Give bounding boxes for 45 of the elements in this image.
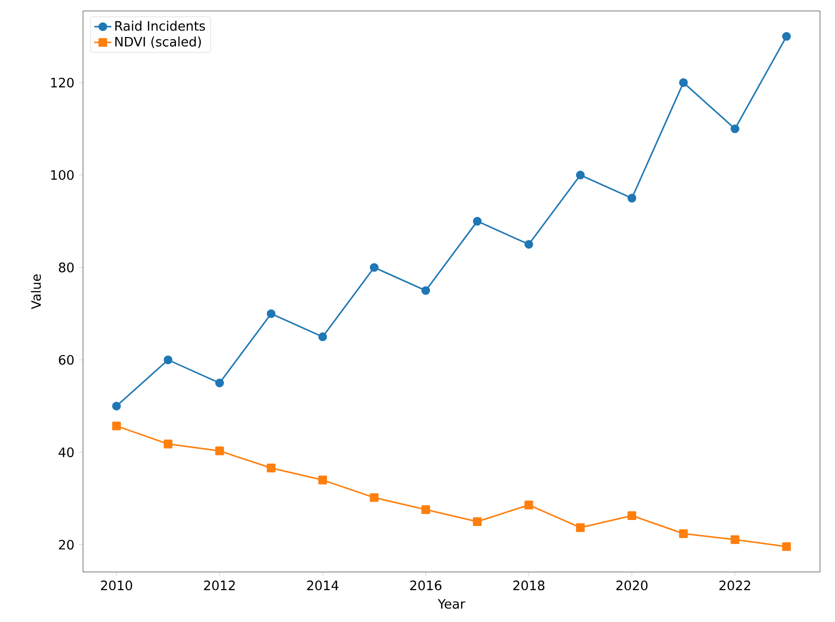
point [730,535,740,544]
x-tick-label: 2022 [719,580,750,590]
point [112,402,121,410]
x-axis-title: Year [438,599,466,609]
y-axis-title: Value [30,274,41,310]
point [524,240,534,249]
x-tick-label: 2020 [616,580,648,590]
point [370,493,379,502]
point [318,332,328,342]
point [215,446,224,456]
point [215,378,224,388]
point [421,505,430,514]
legend-label: Raid Incidents [115,20,205,31]
x-tick-label: 2018 [513,580,544,590]
point [164,356,172,364]
point [318,476,328,484]
point [472,216,482,226]
point [112,422,121,430]
point [628,511,636,520]
x-tick-label: 2010 [100,580,132,590]
x-tick-label: 2016 [410,580,442,590]
x-tick-label: 2012 [204,580,235,590]
point [782,542,791,551]
y-tick-label: 80 [58,262,74,272]
y-tick-label: 20 [58,540,74,550]
point [164,440,172,448]
point [576,523,585,532]
point [576,170,585,180]
point [524,500,534,510]
point [421,286,430,295]
point [679,529,688,538]
point [628,194,636,202]
y-tick-label: 60 [58,354,74,365]
point [472,517,482,526]
point [679,78,688,87]
y-tick-label: 40 [58,447,74,458]
point [266,464,276,472]
legend-label: NDVI (scaled) [115,36,201,48]
x-tick-label: 2014 [307,580,338,590]
point [266,309,276,318]
y-tick-label: 120 [51,78,74,88]
y-tick-label: 100 [51,170,74,180]
point [730,124,740,134]
point [370,263,379,272]
point [782,32,791,41]
